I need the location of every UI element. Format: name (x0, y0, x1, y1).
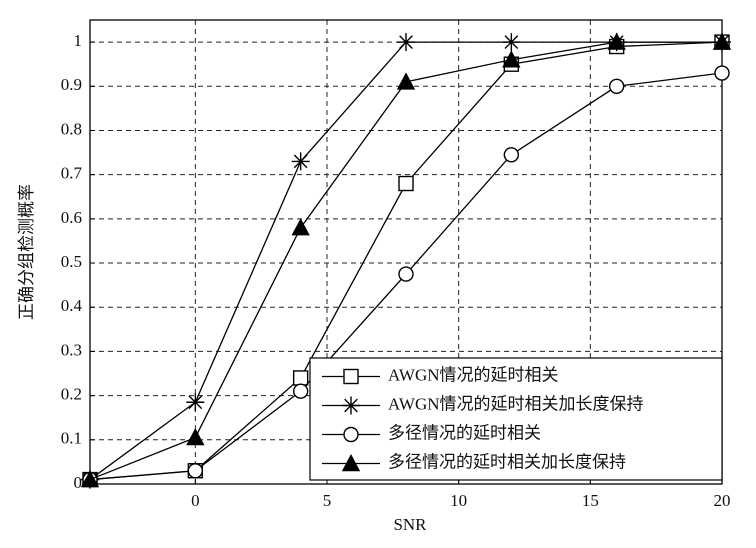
data-point (503, 147, 520, 163)
y-tick-label: 0.8 (61, 119, 82, 138)
y-tick-label: 0.1 (61, 429, 82, 448)
data-point (291, 152, 310, 171)
y-tick-label: 0.5 (61, 252, 82, 271)
legend-label: AWGN情况的延时相关加长度保持 (388, 394, 644, 413)
x-tick-label: 20 (714, 491, 731, 510)
y-tick-label: 0.4 (61, 296, 83, 315)
data-point (712, 32, 732, 50)
data-point (398, 266, 414, 282)
y-tick-label: 0.6 (61, 208, 82, 227)
y-tick-label: 0.7 (61, 164, 83, 183)
legend-marker (343, 368, 359, 385)
data-point (397, 33, 415, 52)
data-point (80, 470, 100, 488)
plot-frame (89, 19, 723, 485)
data-point (714, 65, 730, 81)
data-point (186, 393, 205, 412)
legend-label: AWGN情况的延时相关 (388, 365, 559, 384)
data-point (398, 175, 414, 192)
legend-marker (343, 426, 359, 443)
data-point (607, 32, 626, 50)
legend-marker (342, 396, 360, 415)
legend-marker (341, 454, 361, 472)
y-tick-label: 0.2 (61, 385, 82, 404)
y-tick-label: 0.3 (61, 340, 82, 359)
x-tick-label: 10 (450, 491, 467, 510)
data-point (502, 50, 521, 68)
data-point (608, 78, 625, 94)
x-tick-label: 5 (323, 491, 332, 510)
legend-box (309, 357, 723, 481)
data-point (291, 218, 310, 236)
y-axis-label: 正确分组检测概率 (17, 184, 36, 320)
data-point (502, 33, 521, 52)
data-point (292, 383, 309, 399)
y-tick-label: 0.9 (61, 75, 82, 94)
data-point (187, 463, 204, 479)
data-point (186, 428, 205, 446)
y-tick-label: 1 (74, 31, 83, 50)
data-point (292, 370, 309, 386)
legend-label: 多径情况的延时相关加长度保持 (388, 452, 626, 471)
legend-label: 多径情况的延时相关 (388, 423, 541, 442)
x-axis-label: SNR (393, 515, 427, 534)
data-point (396, 72, 416, 90)
x-tick-label: 15 (582, 491, 599, 510)
y-tick-label: 0 (74, 473, 83, 492)
x-tick-label: 0 (191, 491, 200, 510)
